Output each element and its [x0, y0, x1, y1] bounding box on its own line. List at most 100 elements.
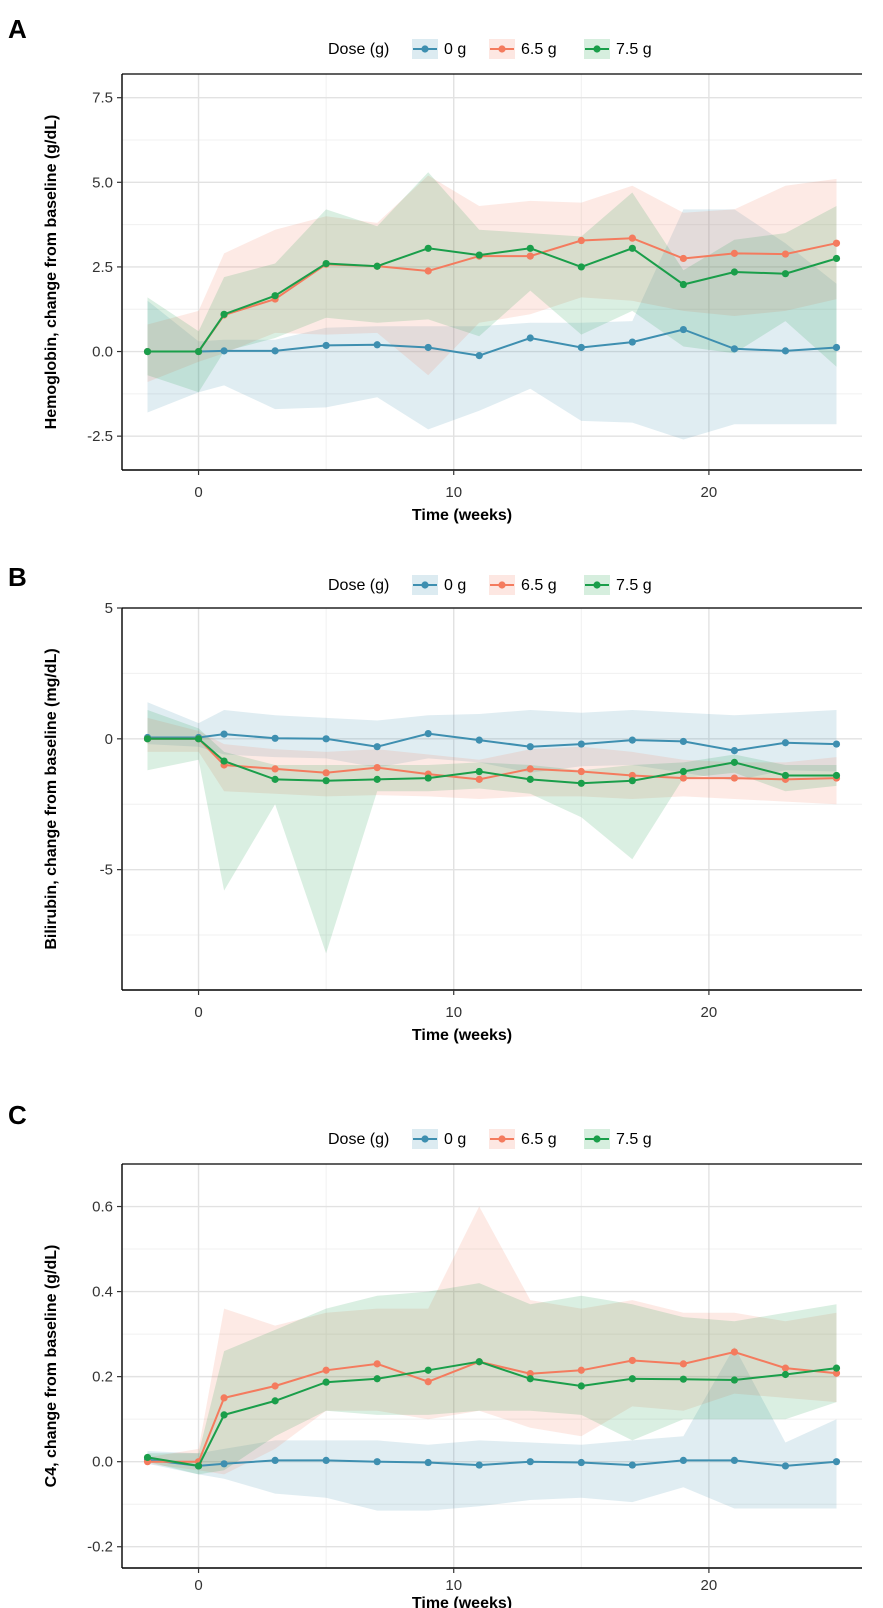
y-tick-label: -5	[100, 862, 113, 879]
data-point	[424, 1378, 432, 1386]
data-point	[781, 250, 790, 258]
legend-key-marker	[593, 581, 601, 589]
x-tick-label: 10	[445, 1577, 462, 1594]
data-point	[730, 1456, 739, 1465]
data-point	[730, 1348, 739, 1356]
legend-key-marker	[421, 1135, 429, 1143]
data-point	[832, 1364, 841, 1372]
data-point	[475, 736, 483, 744]
data-point	[220, 347, 228, 355]
ci-ribbon-0-g	[147, 1346, 837, 1511]
y-tick-label: 5	[105, 600, 113, 617]
y-tick-label: -2.5	[87, 428, 113, 445]
data-point	[424, 729, 432, 738]
data-point	[781, 1462, 790, 1470]
data-point	[475, 1358, 483, 1366]
data-point	[143, 1453, 152, 1462]
panel-a: A -2.5 0.0 2.5 5.0 7.5 0 10 20 Time (weeks) Hemog…	[0, 14, 883, 544]
legend-key-marker	[593, 1135, 601, 1143]
data-point	[322, 259, 330, 268]
data-point	[832, 254, 841, 263]
data-point	[271, 1397, 279, 1405]
data-point	[577, 740, 585, 748]
x-tick-label: 20	[701, 484, 718, 501]
data-point	[322, 769, 330, 777]
data-point	[322, 1366, 330, 1374]
data-point	[271, 1456, 279, 1465]
y-axis-title: Bilirubin, change from baseline (mg/dL)	[43, 648, 60, 949]
y-tick-label: 0.6	[92, 1199, 113, 1216]
legend-key-marker	[498, 45, 506, 53]
data-point	[220, 730, 228, 738]
ci-ribbon-6-5-g	[147, 1206, 837, 1475]
data-point	[271, 347, 279, 355]
data-point	[628, 777, 636, 785]
data-point	[679, 774, 687, 782]
data-point	[628, 234, 636, 242]
panel-label: A	[8, 14, 27, 44]
axes	[121, 1163, 862, 1569]
data-point	[194, 1462, 203, 1470]
data-point	[832, 771, 841, 780]
data-point	[220, 1411, 228, 1419]
legend-entry-label: 6.5 g	[521, 41, 557, 58]
data-point	[424, 774, 432, 782]
data-point	[526, 334, 534, 342]
data-point	[577, 1366, 585, 1374]
data-point	[577, 343, 585, 352]
y-tick-label: 0	[105, 731, 113, 748]
legend-entry-label: 7.5 g	[616, 577, 652, 594]
data-point	[730, 268, 739, 276]
y-tick-label: 7.5	[92, 90, 113, 107]
data-point	[628, 338, 636, 346]
ci-ribbon-0-g	[147, 209, 837, 440]
legend-entry-label: 6.5 g	[521, 1131, 557, 1148]
legend-key-marker	[421, 581, 429, 589]
data-point	[628, 1375, 636, 1383]
legend-title: Dose (g)	[328, 1131, 389, 1148]
data-point	[271, 1382, 279, 1390]
data-point	[577, 263, 585, 271]
data-point	[373, 262, 381, 270]
data-point	[730, 345, 739, 353]
panel-label: C	[8, 1100, 27, 1130]
data-point	[526, 244, 534, 252]
data-point	[730, 758, 739, 766]
panel-label: B	[8, 562, 27, 592]
data-point	[526, 1458, 534, 1466]
ci-ribbon-6-5-g	[147, 175, 837, 382]
data-point	[271, 292, 279, 300]
data-point	[832, 740, 841, 748]
legend-title: Dose (g)	[328, 577, 389, 594]
data-point	[679, 254, 687, 263]
data-point	[220, 1394, 228, 1402]
data-point	[730, 774, 739, 782]
legend-key-marker	[421, 45, 429, 53]
data-point	[373, 764, 381, 772]
data-point	[577, 1382, 585, 1390]
data-point	[781, 771, 790, 780]
legend-entry-label: 0 g	[444, 1131, 466, 1148]
data-point	[577, 1458, 585, 1467]
legend-entry-label: 7.5 g	[616, 1131, 652, 1148]
y-axis-title: C4, change from baseline (g/dL)	[43, 1245, 60, 1488]
data-point	[220, 310, 228, 318]
data-point	[475, 352, 483, 360]
data-point	[424, 343, 432, 352]
y-tick-label: 0.4	[92, 1284, 113, 1301]
legend-key-marker	[498, 1135, 506, 1143]
data-point	[373, 1360, 381, 1368]
ci-ribbon-7-5-g	[147, 1283, 837, 1475]
data-point	[577, 767, 585, 776]
legend-key-marker	[593, 45, 601, 53]
data-point	[679, 767, 687, 776]
data-point	[832, 1458, 841, 1466]
legend-title: Dose (g)	[328, 41, 389, 58]
data-point	[577, 236, 585, 245]
axes	[121, 607, 862, 991]
data-point	[220, 757, 228, 765]
data-point	[679, 1360, 687, 1368]
y-axis-title: Hemoglobin, change from baseline (g/dL)	[43, 115, 60, 430]
data-point	[475, 775, 483, 783]
data-point	[271, 734, 279, 742]
